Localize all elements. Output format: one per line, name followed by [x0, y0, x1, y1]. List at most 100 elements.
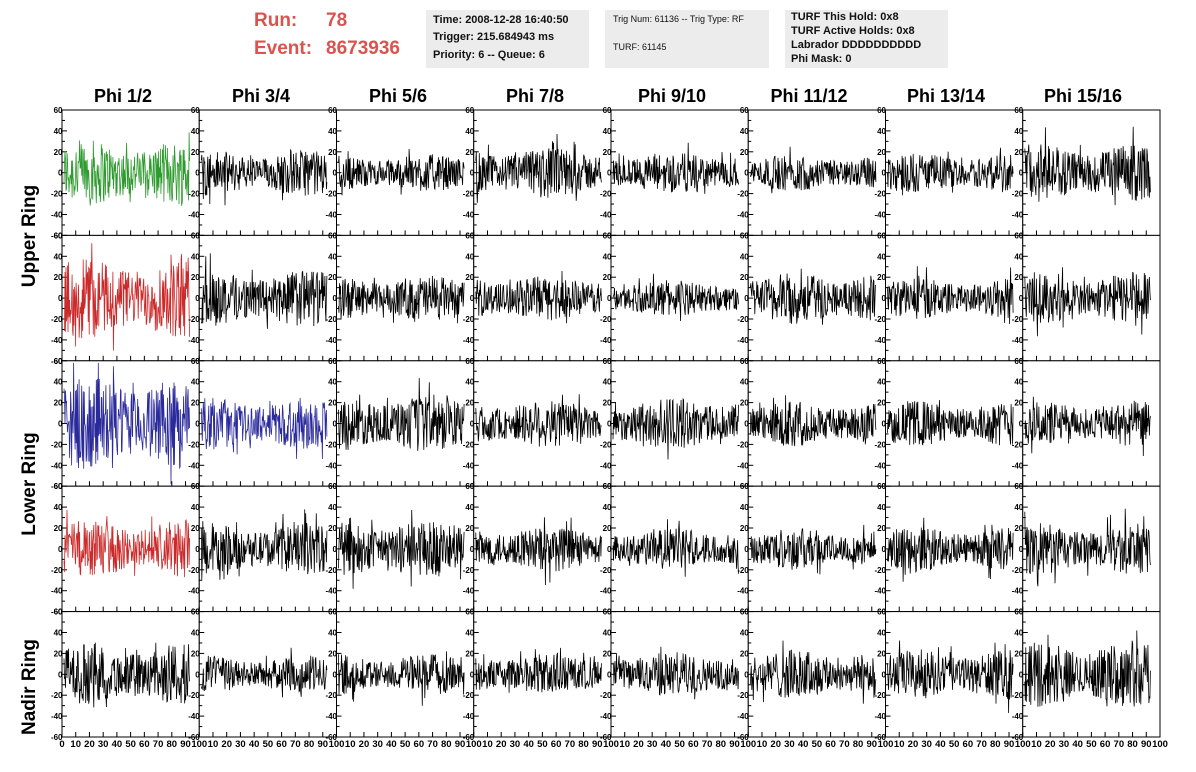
y-tick-label: 0	[195, 420, 200, 429]
y-tick-label: 0	[882, 420, 887, 429]
y-tick-label: -40	[51, 336, 63, 345]
y-tick-label: 60	[191, 608, 200, 617]
y-tick-label: 0	[470, 545, 475, 554]
y-tick-label: 0	[882, 294, 887, 303]
x-tick-label: 50	[400, 739, 411, 750]
y-tick-label: 20	[740, 273, 749, 282]
y-tick-label: -40	[188, 211, 200, 220]
y-tick-label: -40	[737, 336, 749, 345]
y-tick-label: 60	[1014, 357, 1023, 366]
x-tick-label: 10	[1031, 739, 1042, 750]
y-tick-label: 40	[191, 378, 200, 387]
x-tick-label: 20	[770, 739, 781, 750]
x-tick-label: 60	[414, 739, 425, 750]
waveform-trace	[200, 397, 328, 460]
y-tick-label: 40	[603, 378, 612, 387]
y-tick-label: 20	[465, 649, 474, 658]
y-tick-label: 40	[328, 252, 337, 261]
y-tick-label: -40	[463, 336, 475, 345]
waveform-trace	[1024, 396, 1151, 457]
x-tick-label: 0	[59, 739, 64, 750]
x-tick-label: 80	[304, 739, 315, 750]
y-tick-label: -60	[737, 733, 749, 742]
y-tick-label: 60	[465, 106, 474, 115]
x-tick-label: 30	[647, 739, 658, 750]
y-tick-label: 0	[195, 169, 200, 178]
y-tick-label: 60	[465, 482, 474, 491]
x-tick-label: 40	[935, 739, 946, 750]
y-tick-label: 0	[1019, 545, 1024, 554]
y-tick-label: -20	[188, 440, 200, 449]
y-tick-label: 60	[877, 231, 886, 240]
y-tick-label: -20	[737, 566, 749, 575]
x-tick-label: 30	[510, 739, 521, 750]
y-tick-label: 0	[744, 545, 749, 554]
x-tick-label: 80	[1127, 739, 1138, 750]
waveform-trace	[475, 270, 602, 324]
y-tick-label: 60	[740, 608, 749, 617]
x-tick-label: 40	[1072, 739, 1083, 750]
y-tick-label: 0	[1019, 420, 1024, 429]
x-tick-label: 70	[1114, 739, 1125, 750]
y-tick-label: -40	[463, 211, 475, 220]
y-tick-label: 60	[54, 482, 63, 491]
x-tick-label: 20	[1045, 739, 1056, 750]
y-tick-label: 40	[740, 503, 749, 512]
waveform-trace	[338, 148, 465, 196]
y-tick-label: 40	[54, 503, 63, 512]
y-tick-label: 0	[58, 670, 63, 679]
waveform-trace	[63, 132, 190, 206]
y-tick-label: -40	[463, 461, 475, 470]
waveform-trace	[1024, 126, 1151, 206]
y-tick-label: 0	[333, 420, 338, 429]
turf-active-line: TURF Active Holds: 0x8	[791, 25, 915, 37]
y-tick-label: 20	[1014, 273, 1023, 282]
y-tick-label: -20	[874, 190, 886, 199]
panel-frame	[610, 109, 749, 236]
x-tick-label: 40	[661, 739, 672, 750]
y-tick-label: 40	[740, 629, 749, 638]
y-tick-label: 40	[740, 378, 749, 387]
y-tick-label: -60	[463, 733, 475, 742]
y-tick-label: 60	[740, 231, 749, 240]
x-tick-label: 20	[84, 739, 95, 750]
x-tick-label: 90	[592, 739, 603, 750]
waveform-trace	[200, 509, 328, 580]
y-tick-label: 40	[1014, 252, 1023, 261]
y-tick-label: -40	[874, 587, 886, 596]
x-tick-label: 60	[551, 739, 562, 750]
y-tick-label: 40	[603, 503, 612, 512]
panel-frame	[473, 485, 612, 613]
y-tick-label: 60	[877, 482, 886, 491]
x-tick-label: 70	[153, 739, 164, 750]
y-tick-label: 60	[54, 608, 63, 617]
x-tick-label: 60	[825, 739, 836, 750]
x-tick-label: 50	[949, 739, 960, 750]
y-tick-label: -40	[188, 712, 200, 721]
x-tick-label: 10	[619, 739, 630, 750]
x-tick-label: 50	[125, 739, 136, 750]
x-tick-label: 10	[70, 739, 81, 750]
y-tick-label: 20	[328, 399, 337, 408]
y-tick-label: 40	[54, 127, 63, 136]
waveform-trace	[338, 651, 465, 706]
y-tick-label: -60	[325, 733, 337, 742]
y-tick-label: 0	[882, 545, 887, 554]
y-tick-label: -40	[874, 211, 886, 220]
y-tick-label: 20	[465, 399, 474, 408]
x-tick-label: 100	[1152, 739, 1168, 750]
y-tick-label: 40	[54, 378, 63, 387]
